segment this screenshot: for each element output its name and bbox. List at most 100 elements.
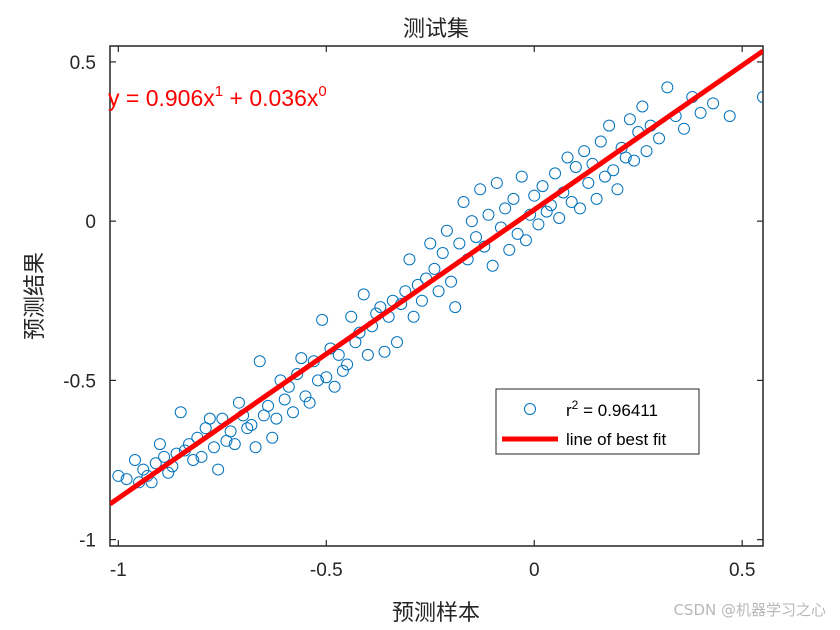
axis-tick-labels: -1 -0.5 0 0.5 -1 -0.5 0 0.5: [63, 53, 755, 581]
fit-equation-middle: + 0.036x: [223, 85, 319, 111]
data-point: [582, 176, 595, 189]
data-point: [553, 211, 566, 224]
data-point: [482, 208, 495, 221]
y-axis-label: 预测结果: [23, 252, 48, 340]
data-point: [149, 457, 162, 470]
data-point: [303, 396, 316, 409]
data-point: [291, 368, 304, 381]
data-point: [653, 132, 666, 145]
watermark: CSDN @机器学习之心: [673, 601, 826, 619]
data-point: [490, 176, 503, 189]
data-point: [428, 262, 441, 275]
best-fit-line-group: [110, 48, 763, 507]
data-point: [549, 167, 562, 180]
data-point: [378, 345, 391, 358]
data-point: [474, 183, 487, 196]
data-point: [432, 285, 445, 298]
data-point: [723, 110, 736, 123]
data-point: [228, 438, 241, 451]
data-point: [594, 135, 607, 148]
data-point: [528, 189, 541, 202]
data-point: [465, 215, 478, 228]
data-point: [128, 454, 141, 467]
data-point: [253, 355, 266, 368]
data-point: [515, 170, 528, 183]
data-point: [270, 412, 283, 425]
data-point: [320, 371, 333, 384]
data-point: [598, 170, 611, 183]
data-point: [661, 81, 674, 94]
x-tick-label: -1: [110, 560, 127, 581]
y-tick-label: -1: [79, 531, 96, 552]
data-point: [299, 390, 312, 403]
data-point: [278, 393, 291, 406]
data-point: [503, 243, 516, 256]
data-point: [245, 418, 258, 431]
data-point: [295, 352, 308, 365]
data-point: [449, 301, 462, 314]
data-point: [707, 97, 720, 110]
data-point: [120, 473, 133, 486]
data-point: [470, 231, 483, 244]
data-point: [507, 192, 520, 205]
data-point: [241, 422, 254, 435]
data-point: [195, 450, 208, 463]
data-point: [628, 154, 641, 167]
data-point: [374, 301, 387, 314]
data-point: [357, 288, 370, 301]
data-point: [540, 205, 553, 218]
data-point: [316, 313, 329, 326]
data-point: [153, 438, 166, 451]
data-point: [499, 202, 512, 215]
data-point: [590, 192, 603, 205]
x-tick-label: 0.5: [729, 560, 755, 581]
data-point: [436, 247, 449, 260]
data-point: [486, 259, 499, 272]
data-point: [565, 196, 578, 209]
data-point: [311, 374, 324, 387]
data-point: [636, 100, 649, 113]
data-point: [440, 224, 453, 237]
data-point: [424, 237, 437, 250]
data-point: [162, 466, 175, 479]
legend: r2 = 0.96411 line of best fit: [495, 388, 700, 455]
data-point: [611, 183, 624, 196]
data-point: [203, 412, 216, 425]
axis-ticks: [110, 46, 763, 546]
data-point: [341, 358, 354, 371]
data-point: [249, 441, 262, 454]
fit-equation-prefix: y = 0.906x: [108, 85, 215, 111]
y-tick-label: -0.5: [63, 371, 96, 392]
y-tick-label: 0: [85, 212, 96, 233]
data-point: [158, 450, 171, 463]
data-point: [262, 399, 275, 412]
data-point: [403, 253, 416, 266]
data-point: [174, 406, 187, 419]
fit-equation-exp1: 1: [215, 83, 223, 100]
data-point: [519, 234, 532, 247]
data-point: [457, 196, 470, 209]
data-point: [212, 463, 225, 476]
data-point: [266, 431, 279, 444]
data-point: [694, 106, 707, 119]
data-point: [336, 364, 349, 377]
data-point: [569, 161, 582, 174]
data-point: [361, 348, 374, 361]
data-point: [407, 310, 420, 323]
legend-r2-sup: 2: [572, 398, 579, 412]
data-point: [224, 425, 237, 438]
data-point: [187, 454, 200, 467]
data-point: [640, 145, 653, 158]
data-point: [623, 113, 636, 126]
legend-marker: [524, 403, 536, 415]
chart-title: 测试集: [403, 17, 469, 42]
fit-equation-exp2: 0: [318, 83, 326, 100]
fit-equation: y = 0.906x1 + 0.036x0: [108, 83, 327, 111]
data-point: [328, 380, 341, 393]
data-point: [607, 164, 620, 177]
x-tick-label: 0: [529, 560, 540, 581]
legend-box: [495, 388, 700, 455]
data-point: [561, 151, 574, 164]
legend-entry-fit: line of best fit: [566, 430, 666, 449]
